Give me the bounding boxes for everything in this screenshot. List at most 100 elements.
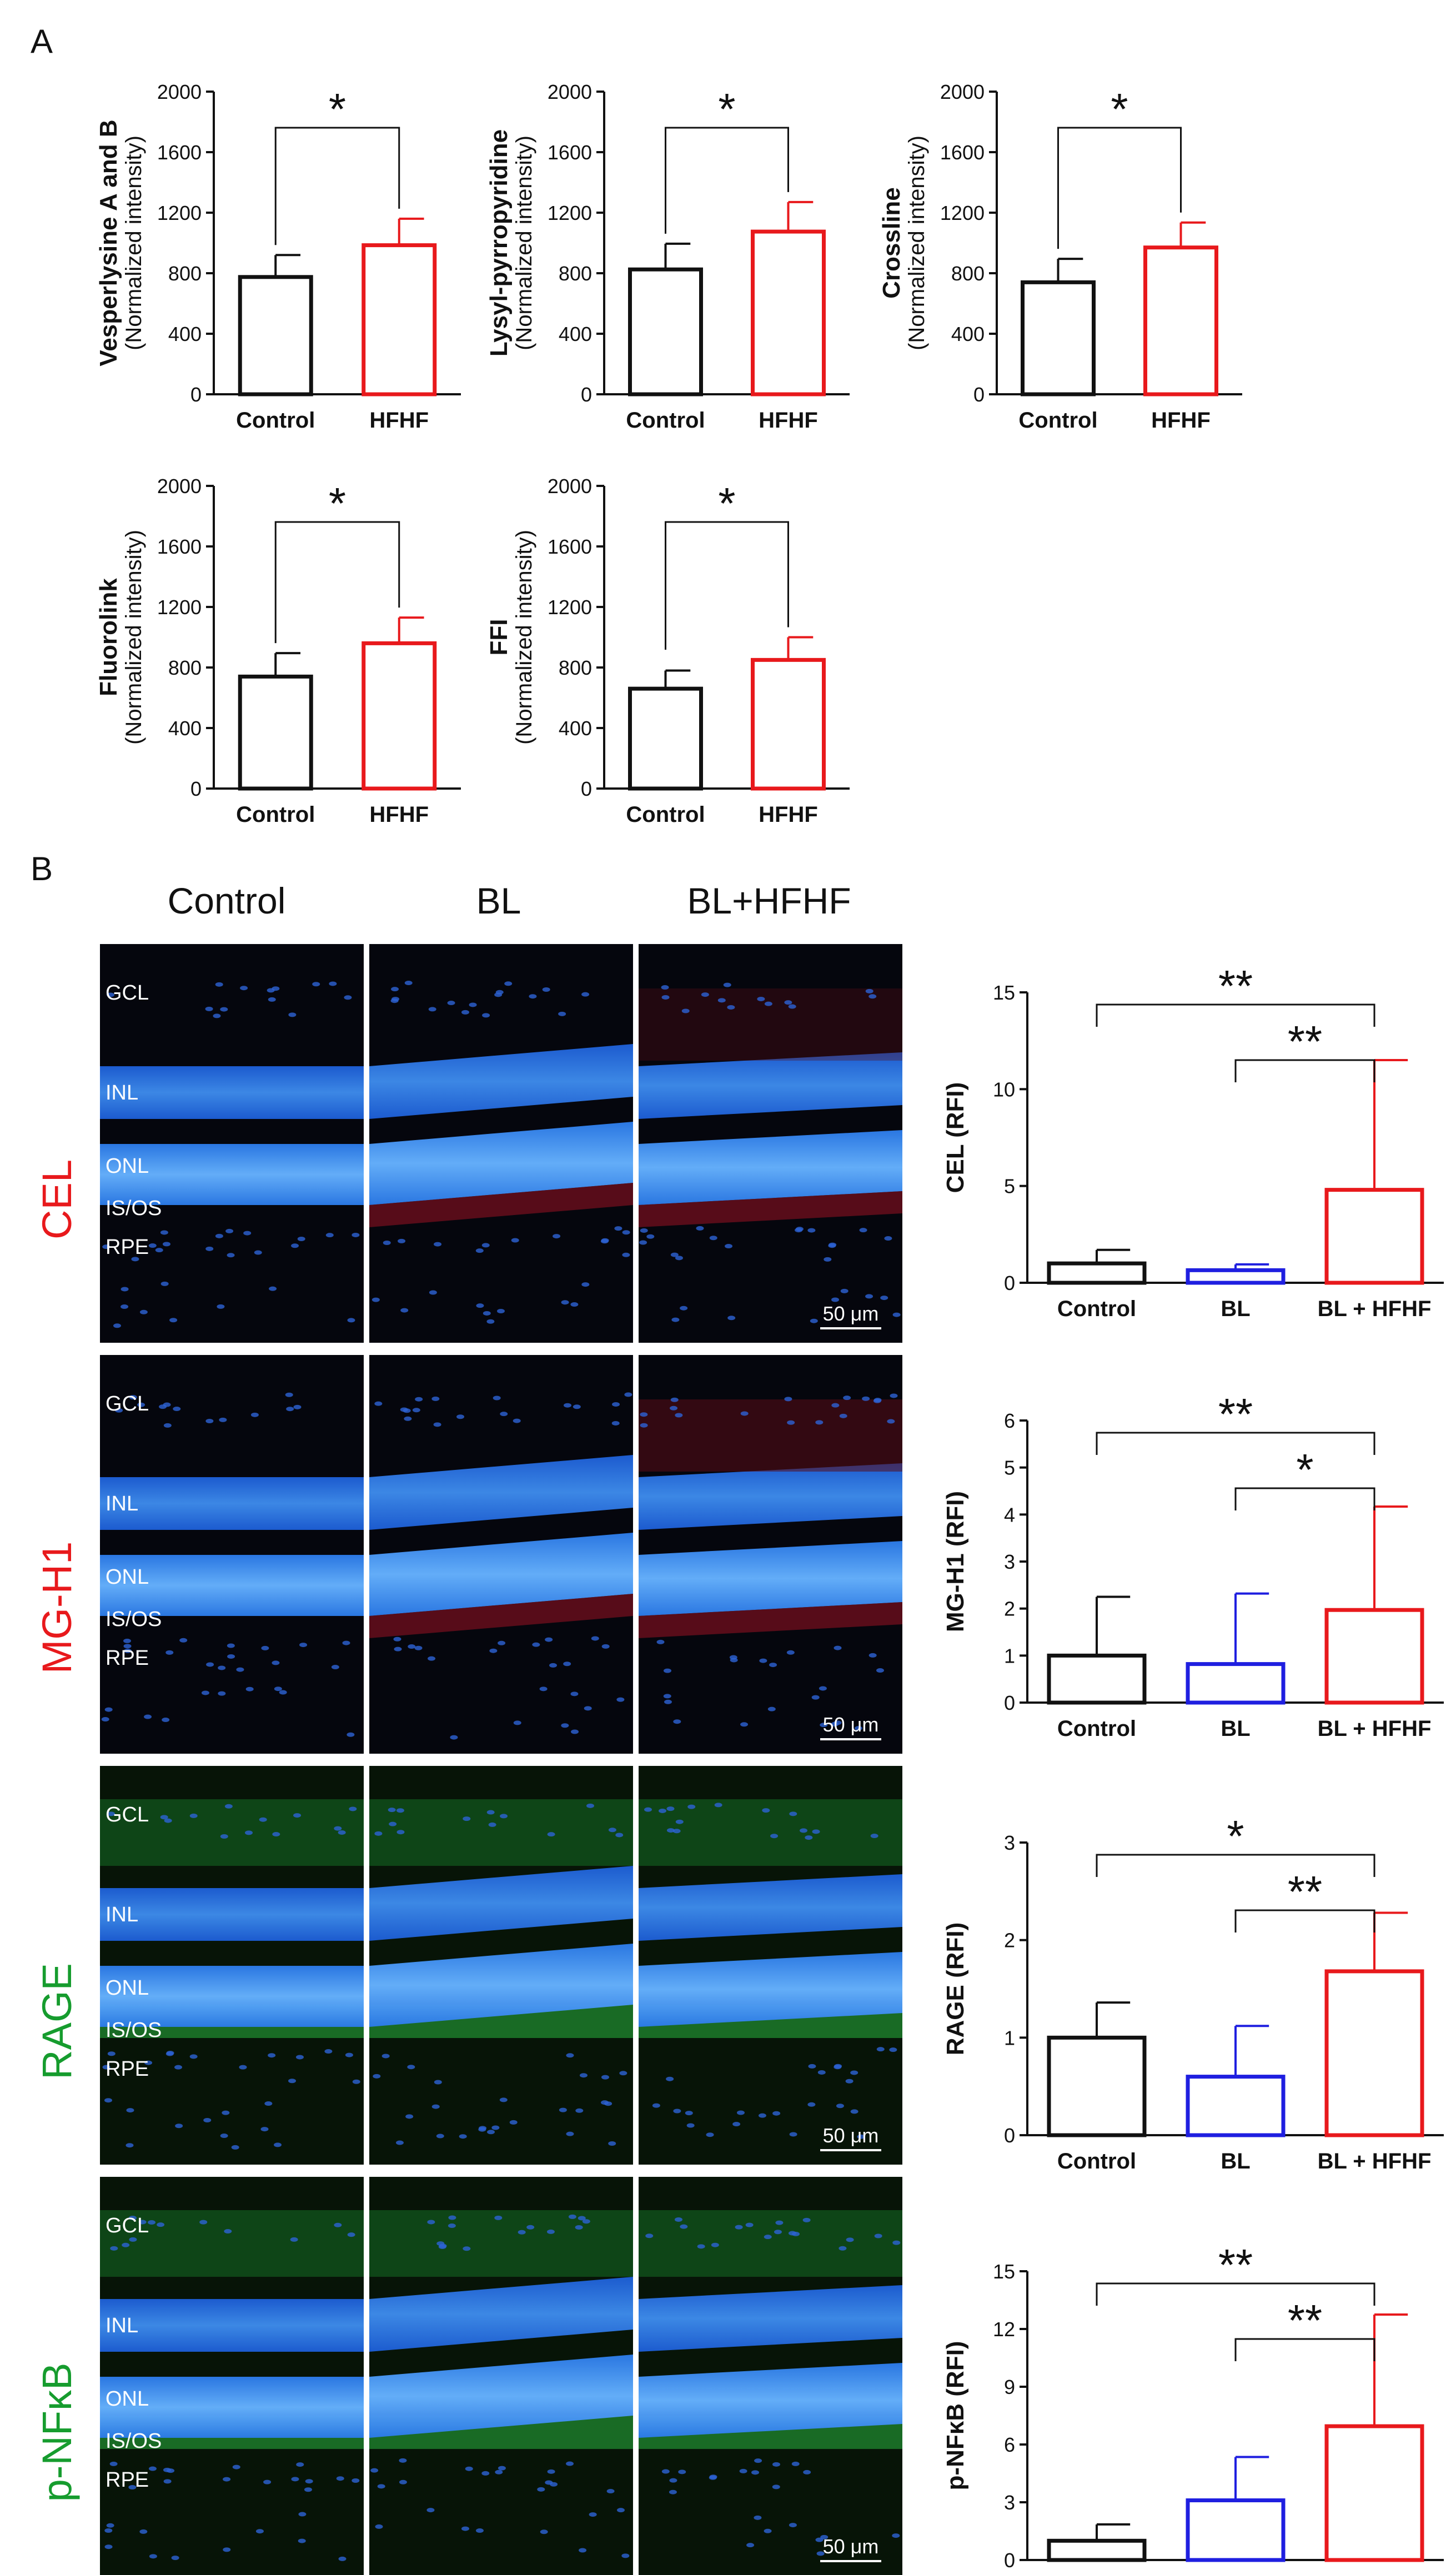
scattered-nucleus [810,1318,818,1323]
y-tick-label: 5 [1004,1175,1015,1198]
scattered-nucleus [345,2052,353,2057]
significance-label: * [1111,84,1128,134]
scattered-nucleus [600,2100,609,2105]
scattered-nucleus [870,1834,878,1839]
scattered-nucleus [762,1808,770,1813]
scattered-nucleus [199,2220,208,2225]
scattered-nucleus [751,2470,760,2475]
x-category-label: BL [1221,1297,1250,1321]
micrograph-r1-c1: GCL INL ONL IS/OS RPE [100,944,364,1343]
scattered-nucleus [639,1240,647,1245]
scattered-nucleus [126,2108,134,2113]
y-axis-subtitle: (Normalized intensity) [122,135,146,350]
scattered-nucleus [415,1397,423,1402]
y-tick-label: 1200 [548,596,592,619]
y-axis-title: Crossline [878,187,905,299]
scattered-nucleus [236,1667,244,1672]
y-tick-label: 0 [1004,1691,1015,1714]
scattered-nucleus [513,1720,521,1725]
scattered-nucleus [697,2244,705,2249]
scattered-nucleus [645,2233,654,2238]
scattered-nucleus [836,2104,844,2109]
significance-label: ** [1218,2240,1253,2290]
scattered-nucleus [227,1253,235,1258]
scattered-nucleus [582,2219,590,2224]
scale-bar-label: 50 μm [823,2124,879,2147]
y-tick-label: 800 [168,262,202,285]
y-tick-label: 0 [190,383,202,406]
scattered-nucleus [486,1319,495,1324]
scattered-nucleus [217,1304,225,1309]
y-axis-title: Vesperlysine A and B [95,119,122,366]
scattered-nucleus [396,1830,405,1835]
scattered-nucleus [834,1720,842,1725]
scattered-nucleus [499,2097,508,2102]
scattered-nucleus [566,2461,574,2466]
scattered-nucleus [227,1643,235,1648]
scattered-nucleus [347,2232,355,2237]
micrograph-r4-c2 [369,2177,633,2575]
scattered-nucleus [305,2479,313,2484]
scattered-nucleus [754,2458,762,2463]
scattered-nucleus [758,2113,766,2118]
scattered-nucleus [608,2141,616,2146]
y-tick-label: 800 [168,656,202,679]
scattered-nucleus [739,2468,747,2473]
red-signal-band [639,1602,902,1638]
scattered-nucleus [566,2053,574,2058]
scattered-nucleus [240,986,248,991]
scattered-nucleus [412,1408,420,1413]
y-tick-label: 1600 [157,141,202,164]
scattered-nucleus [288,2079,297,2084]
scattered-nucleus [764,1001,772,1006]
scattered-nucleus [889,2047,897,2052]
y-tick-label: 2000 [548,475,592,498]
scattered-nucleus [138,2220,147,2225]
scattered-nucleus [338,2556,347,2561]
scattered-nucleus [846,2237,854,2242]
scattered-nucleus [375,2524,383,2529]
scattered-nucleus [807,2102,816,2107]
scattered-nucleus [272,1832,280,1837]
scattered-nucleus [125,2143,134,2148]
scattered-nucleus [291,2477,299,2482]
scattered-nucleus [788,1004,796,1009]
scattered-nucleus [139,2529,148,2534]
scattered-nucleus [685,2111,693,2116]
panel-b-label: B [31,850,53,887]
significance-bracket [1234,1487,1375,1510]
y-tick-label: 1 [1004,2026,1015,2049]
x-category-label: Control [1057,1297,1136,1321]
scattered-nucleus [529,994,537,999]
scattered-nucleus [494,992,503,997]
scattered-nucleus [764,2528,772,2533]
bar-bl [1186,2075,1286,2137]
y-tick-label: 15 [993,2260,1015,2283]
scattered-nucleus [260,2127,269,2132]
scattered-nucleus [887,1419,895,1424]
scattered-nucleus [772,2111,781,2116]
scattered-nucleus [144,1714,152,1719]
scattered-nucleus [479,2126,487,2131]
scattered-nucleus [876,2047,885,2052]
scattered-nucleus [845,2079,853,2084]
scattered-nucleus [816,2551,825,2556]
scattered-nucleus [615,1833,624,1838]
y-tick-label: 9 [1004,2376,1015,2398]
ipl-green-band [369,1799,633,1866]
significance-label: ** [1288,2296,1322,2345]
inl-layer [100,1477,364,1530]
scattered-nucleus [374,1401,383,1406]
x-category-label: HFHF [1151,408,1211,433]
scattered-nucleus [820,2534,829,2539]
scattered-nucleus [223,2547,231,2552]
scattered-nucleus [784,1397,792,1402]
scattered-nucleus [812,1829,820,1834]
scattered-nucleus [171,2556,179,2561]
bar-control [238,275,313,396]
ipl-green-band [369,2210,633,2277]
scattered-nucleus [476,1303,484,1308]
scattered-nucleus [426,2508,435,2513]
